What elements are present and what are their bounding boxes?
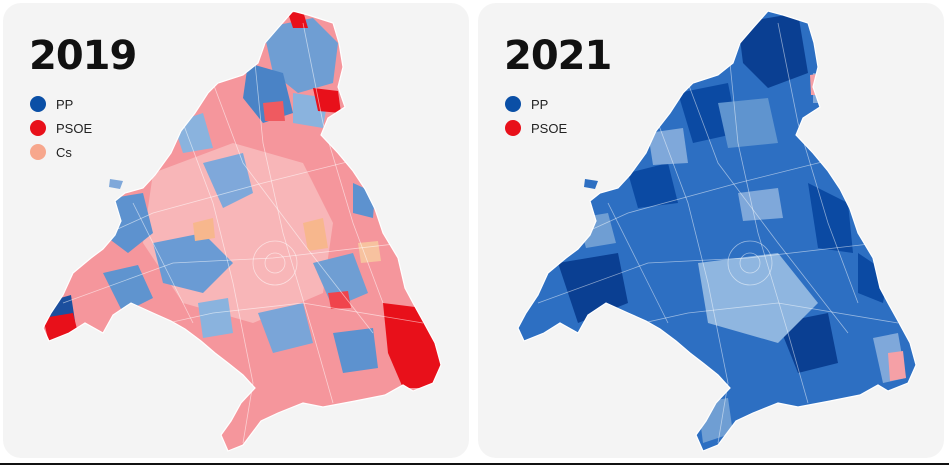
legend-item-pp: PP	[30, 92, 92, 116]
legend-dot-icon	[30, 96, 46, 112]
map-panel-2019: 2019 PP PSOE Cs	[3, 3, 469, 458]
legend-label: PSOE	[531, 120, 568, 136]
year-title: 2021	[504, 33, 612, 79]
legend-dot-icon	[505, 96, 521, 112]
legend-dot-icon	[505, 120, 521, 136]
bottom-border	[0, 463, 949, 465]
map-panel-2021: 2021 PP PSOE	[478, 3, 944, 458]
legend-item-pp: PP	[505, 92, 567, 116]
legend-dot-icon	[30, 120, 46, 136]
legend-item-psoe: PSOE	[30, 116, 92, 140]
legend-dot-icon	[30, 144, 46, 160]
legend-label: PP	[531, 96, 549, 112]
legend-item-psoe: PSOE	[505, 116, 567, 140]
legend-label: PSOE	[56, 120, 93, 136]
legend-label: Cs	[56, 144, 72, 160]
region-map-2019	[42, 10, 442, 452]
year-title: 2019	[29, 33, 137, 79]
legend: PP PSOE Cs	[30, 92, 92, 164]
region-map-2021	[517, 10, 917, 452]
legend: PP PSOE	[505, 92, 567, 140]
legend-label: PP	[56, 96, 74, 112]
legend-item-cs: Cs	[30, 140, 92, 164]
